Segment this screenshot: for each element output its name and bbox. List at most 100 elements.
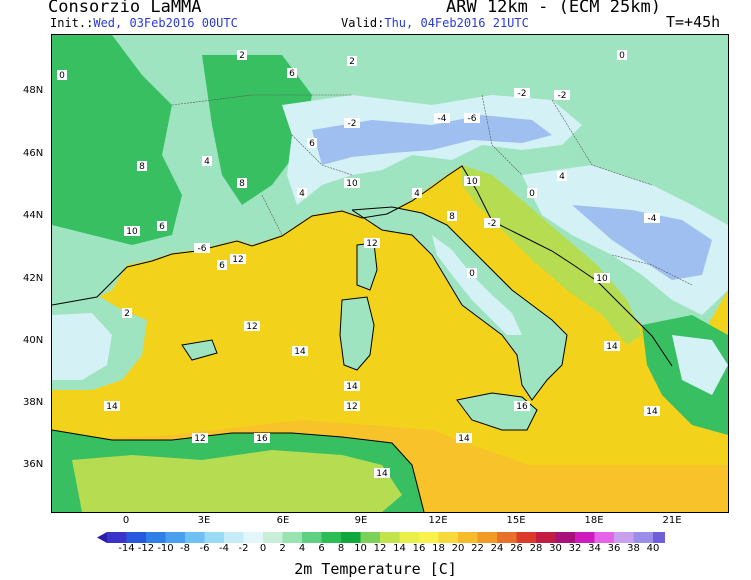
coastlines (52, 165, 673, 512)
colorbar-swatch (107, 532, 127, 543)
colorbar-level-label: 32 (568, 543, 582, 554)
colorbar-swatch (360, 532, 380, 543)
contour-label: 6 (289, 69, 295, 79)
contour-label-bg (434, 113, 450, 123)
forecast-lead-time: T=+45h (666, 13, 721, 31)
contour-label: 12 (232, 255, 243, 265)
map-svg (52, 35, 728, 512)
colorbar-level-label: -12 (137, 543, 155, 554)
lat-label-42n: 42N (23, 273, 44, 284)
contour-label-bg (124, 226, 140, 236)
contour-label: 14 (106, 402, 118, 412)
colorbar-level-label: 36 (607, 543, 621, 554)
lon-label-15e: 15E (506, 515, 526, 526)
colorbar-swatch (224, 532, 244, 543)
colorbar-level-label: 14 (393, 543, 406, 554)
colorbar-swatch (419, 532, 439, 543)
colorbar-level-label: 16 (412, 543, 426, 554)
colorbar-level-label: 34 (588, 543, 601, 554)
contour-label: 14 (376, 469, 388, 479)
contour-label: 4 (414, 189, 420, 199)
contour-label-bg (344, 178, 360, 188)
colorbar-swatch (146, 532, 166, 543)
colorbar-level-label: 20 (451, 543, 465, 554)
colorbar-swatch (633, 532, 653, 543)
contour-label: 2 (349, 57, 355, 67)
colorbar-level-label: -8 (180, 543, 190, 554)
colorbar-level-label: 26 (510, 543, 523, 554)
contour-label-bg (192, 433, 208, 443)
colorbar-level-label: 6 (318, 543, 325, 554)
colorbar-level-label: 0 (259, 543, 267, 554)
contour-label-bg (604, 341, 620, 351)
apennines-cool (432, 235, 522, 335)
contour-label-bg (344, 401, 360, 411)
temperature-colorbar (97, 532, 665, 543)
contour-label: 12 (194, 434, 205, 444)
lon-label-18e: 18E (584, 515, 604, 526)
colorbar-level-label: 2 (279, 543, 286, 554)
contour-label-bg (347, 56, 357, 66)
colorbar-swatch (653, 532, 665, 543)
lon-label-3e: 3E (197, 515, 211, 526)
contour-label-bg (297, 188, 307, 198)
valid-label: Valid: (341, 16, 385, 30)
colorbar-level-label: 12 (373, 543, 387, 554)
contour-label-bg (202, 156, 212, 166)
colorbar-level-label: 18 (432, 543, 445, 554)
init-time: Init.:Wed, 03Feb2016 00UTC (50, 16, 238, 30)
contour-label: 4 (559, 172, 565, 182)
colorbar-swatch (380, 532, 400, 543)
contour-label-bg (514, 401, 530, 411)
contour-label-bg (464, 113, 480, 123)
contour-label: -2 (488, 219, 497, 229)
contour-label: -6 (468, 114, 477, 124)
contour-label: 10 (466, 177, 478, 187)
alps-cold (312, 115, 552, 165)
colorbar-level-label: 24 (490, 543, 504, 554)
colorbar-level-label: -14 (118, 543, 135, 554)
colorbar-swatch (126, 532, 146, 543)
lon-label-12e: 12E (428, 515, 448, 526)
colorbar-swatch (614, 532, 634, 543)
contour-label: 0 (619, 51, 625, 61)
colorbar-swatch (204, 532, 224, 543)
sardinia-land (340, 297, 374, 370)
colorbar-swatch (165, 532, 185, 543)
colorbar-level-label: 22 (471, 543, 484, 554)
colorbar-level-label: 38 (627, 543, 640, 554)
contour-label: 14 (646, 407, 658, 417)
contour-label: 14 (346, 382, 358, 392)
model-provider-title: Consorzio LaMMA (48, 0, 202, 17)
contour-label: 6 (219, 261, 225, 271)
colorbar-level-label: 8 (337, 543, 345, 554)
init-label: Init.: (50, 16, 94, 30)
contour-label-bg (527, 188, 537, 198)
contour-label-bg (484, 218, 500, 228)
contour-label: 0 (529, 189, 535, 199)
contour-label-bg (594, 273, 610, 283)
contour-label: 12 (346, 402, 357, 412)
colorbar-level-label: 40 (646, 543, 660, 554)
contour-label-bg (230, 254, 246, 264)
contour-label-bg (554, 90, 570, 100)
contour-label: 4 (299, 189, 305, 199)
contour-label: 8 (449, 212, 455, 222)
colorbar-title: 2m Temperature [C] (294, 560, 457, 578)
contour-label-bg (137, 161, 147, 171)
contour-label-bg (104, 401, 120, 411)
lon-label-0: 0 (122, 515, 130, 526)
contour-label: 16 (256, 434, 268, 444)
lat-label-36n: 36N (23, 459, 44, 470)
contour-label-bg (557, 171, 567, 181)
colorbar-level-label: -6 (199, 543, 210, 554)
contour-label-bg (447, 211, 457, 221)
contour-label: 8 (139, 162, 145, 172)
contour-label-bg (364, 238, 380, 248)
lon-label-21e: 21E (662, 515, 682, 526)
contour-label: 14 (606, 342, 618, 352)
colorbar-swatch (536, 532, 556, 543)
contour-label: 12 (246, 322, 257, 332)
lat-label-40n: 40N (23, 335, 44, 346)
colorbar-swatch (438, 532, 458, 543)
